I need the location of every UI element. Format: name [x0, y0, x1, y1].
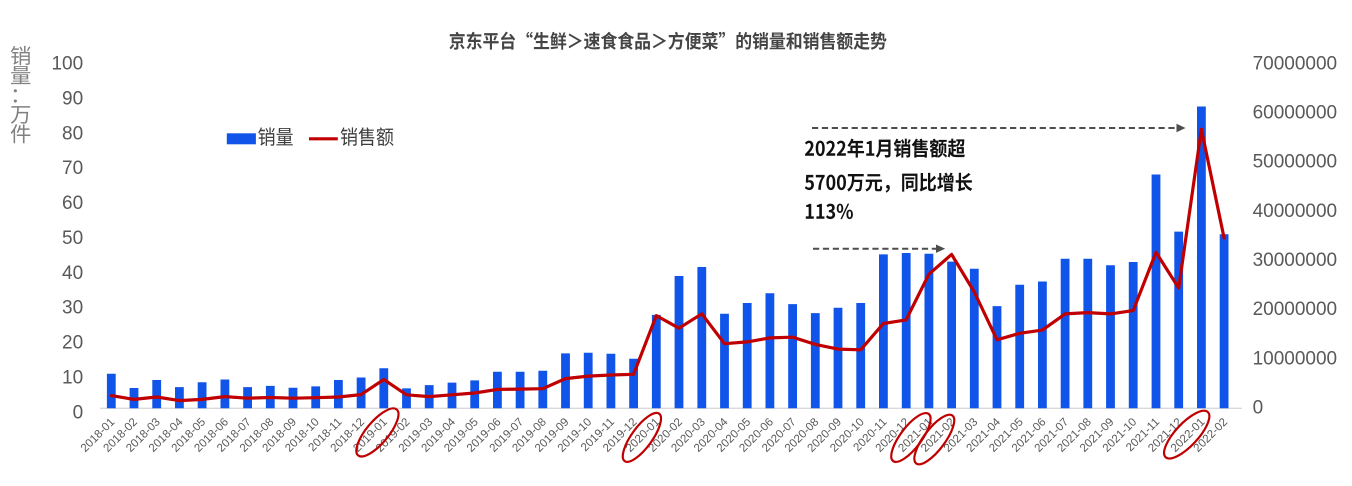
- svg-text:10000000: 10000000: [1253, 348, 1338, 369]
- svg-text:90: 90: [62, 89, 83, 110]
- svg-text:30000000: 30000000: [1253, 250, 1338, 271]
- svg-text:60: 60: [62, 193, 83, 214]
- svg-text:50: 50: [62, 228, 83, 249]
- svg-text:70: 70: [62, 158, 83, 179]
- svg-text:10: 10: [62, 367, 83, 388]
- svg-text:0: 0: [73, 402, 84, 423]
- svg-text:30: 30: [62, 298, 83, 319]
- svg-text:40000000: 40000000: [1253, 201, 1338, 222]
- svg-text:60000000: 60000000: [1253, 103, 1338, 124]
- svg-text:40: 40: [62, 263, 83, 284]
- svg-text:20000000: 20000000: [1253, 299, 1338, 320]
- svg-text:100: 100: [51, 54, 83, 75]
- svg-text:80: 80: [62, 123, 83, 144]
- svg-text:20: 20: [62, 333, 83, 354]
- svg-text:70000000: 70000000: [1253, 53, 1338, 74]
- svg-text:0: 0: [1253, 398, 1264, 419]
- svg-text:50000000: 50000000: [1253, 152, 1338, 173]
